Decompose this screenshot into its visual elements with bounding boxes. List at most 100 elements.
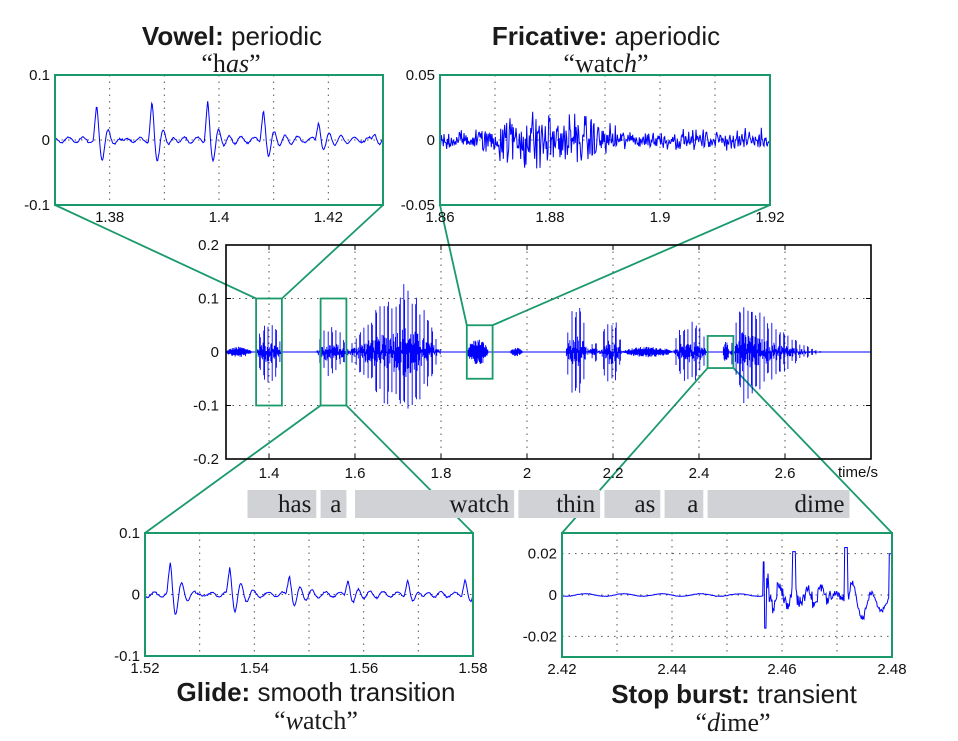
zoom-connector-line	[144, 404, 322, 534]
stop-quote-open: “	[695, 708, 707, 737]
word-cell	[604, 490, 661, 518]
word-label: a	[330, 491, 341, 518]
stop-y-tick-label: 0	[549, 587, 557, 604]
stop-title-bold: Stop burst:	[611, 679, 750, 709]
glide-y-tick-label: 0	[132, 587, 140, 604]
zoom-box-stop	[706, 335, 735, 369]
main-signal-path	[226, 284, 871, 409]
fricative-y-tick-label: 0.05	[406, 67, 435, 84]
main-axes-frame	[225, 244, 872, 460]
glide-quote: “watch”	[274, 706, 358, 735]
vowel-signal-path	[54, 101, 384, 163]
vowel-title-bold: Vowel:	[142, 21, 224, 51]
word-cell	[320, 490, 347, 518]
stop-quote-italic: d	[707, 708, 721, 737]
stop-title: Stop burst: transient	[611, 679, 857, 709]
zoom-connector-line	[732, 367, 893, 534]
glide-title-bold: Glide:	[177, 677, 251, 707]
fricative-quote: “watch”	[563, 49, 648, 78]
word-cell	[355, 490, 515, 518]
stop-signal-path	[561, 547, 892, 629]
fricative-quote-italic: h	[624, 49, 637, 78]
main-y-tick-label: 0	[211, 344, 219, 361]
glide-quote-open: “	[274, 706, 286, 735]
glide-quote-italic: w	[286, 706, 304, 735]
fricative-title: Fricative: aperiodic	[492, 21, 720, 51]
zoom-connector-line	[281, 204, 384, 300]
glide-y-tick-label: 0.1	[119, 525, 140, 542]
vowel-title: Vowel: periodic	[142, 21, 322, 51]
word-label: has	[278, 491, 311, 518]
fricative-x-tick-label: 1.92	[755, 209, 784, 226]
main-y-tick-label: -0.2	[193, 451, 219, 468]
word-cell	[664, 490, 704, 518]
vowel-title-rest: periodic	[224, 21, 322, 51]
main-x-tick-label: 2.4	[689, 465, 710, 482]
stop-title-rest: transient	[750, 679, 858, 709]
vowel-y-tick-label: -0.1	[24, 197, 50, 214]
glide-title: Glide: smooth transition	[177, 677, 456, 707]
glide-quote-close: atch”	[303, 706, 358, 735]
fricative-x-tick-label: 1.88	[535, 209, 564, 226]
vowel-x-tick-label: 1.38	[95, 209, 124, 226]
stop-frame	[561, 532, 893, 658]
word-cell	[518, 490, 601, 518]
stop-quote-close: ime”	[720, 708, 771, 737]
inset-glide-plot: 1.52 1.54 1.56 1.58 0.1 0 -0.1	[114, 525, 487, 677]
zoom-connector-lines	[54, 204, 893, 534]
glide-x-tick-label: 1.52	[130, 660, 159, 677]
glide-title-rest: smooth transition	[250, 677, 455, 707]
zoom-connector-line	[54, 204, 257, 300]
glide-frame	[144, 532, 474, 657]
vowel-quote-open: “h	[201, 49, 226, 78]
fricative-frame	[439, 74, 771, 206]
zoom-connector-line	[439, 204, 468, 326]
fricative-signal-path	[439, 111, 771, 169]
word-label: thin	[556, 491, 595, 518]
word-segmentation-bar: has a watch thin as a dime	[247, 490, 850, 518]
main-waveform-plot: 1.4 1.6 1.8 2 2.2 2.4 2.6 0.2 0.1 0 -0.1 -0.2 time…	[193, 237, 878, 518]
main-y-tick-label: 0.1	[198, 291, 219, 308]
main-y-tick-labels: 0.2 0.1 0 -0.1 -0.2	[193, 237, 219, 468]
main-x-tick-labels: 1.4 1.6 1.8 2 2.2 2.4 2.6	[259, 465, 796, 482]
word-label: a	[687, 491, 698, 518]
main-x-tick-label: 2	[523, 465, 531, 482]
word-label: dime	[795, 491, 845, 518]
vowel-y-tick-label: 0.1	[29, 67, 50, 84]
fricative-y-tick-label: -0.05	[401, 197, 435, 214]
stop-x-tick-label: 2.42	[547, 661, 576, 678]
stop-x-tick-label: 2.48	[877, 661, 906, 678]
vowel-quote-close: ”	[249, 49, 261, 78]
main-x-tick-label: 1.4	[259, 465, 280, 482]
glide-signal-path	[144, 562, 474, 615]
zoom-box-fricative	[465, 324, 494, 380]
zoom-box-vowel	[255, 297, 283, 407]
word-cell	[707, 490, 850, 518]
main-signal-trace	[226, 284, 871, 409]
fricative-x-tick-label: 1.86	[425, 209, 454, 226]
glide-x-tick-label: 1.56	[349, 660, 378, 677]
vowel-frame	[54, 74, 384, 206]
word-label: as	[634, 491, 655, 518]
vowel-quote: “has”	[201, 49, 260, 78]
fricative-y-tick-label: 0	[427, 132, 435, 149]
main-x-tick-label: 2.6	[775, 465, 796, 482]
fricative-quote-open: “watc	[563, 49, 624, 78]
stop-x-tick-label: 2.44	[657, 661, 686, 678]
glide-x-tick-label: 1.54	[240, 660, 269, 677]
main-x-tick-label: 1.6	[345, 465, 366, 482]
fricative-title-bold: Fricative:	[492, 21, 608, 51]
zoom-box-glide	[319, 297, 348, 407]
main-y-tick-label: -0.1	[193, 398, 219, 415]
fricative-quote-close: ”	[637, 49, 649, 78]
vowel-x-tick-label: 1.4	[209, 209, 230, 226]
stop-y-tick-label: 0.02	[528, 546, 557, 563]
main-x-tick-label: 2.2	[603, 465, 624, 482]
main-y-tick-label: 0.2	[198, 237, 219, 254]
stop-x-tick-label: 2.46	[767, 661, 796, 678]
vowel-x-tick-label: 1.42	[314, 209, 343, 226]
word-label: watch	[449, 491, 509, 518]
stop-y-tick-label: -0.02	[523, 628, 557, 645]
vowel-y-tick-label: 0	[42, 132, 50, 149]
inset-fricative-plot: 1.86 1.88 1.9 1.92 0.05 0 -0.05	[401, 67, 785, 226]
